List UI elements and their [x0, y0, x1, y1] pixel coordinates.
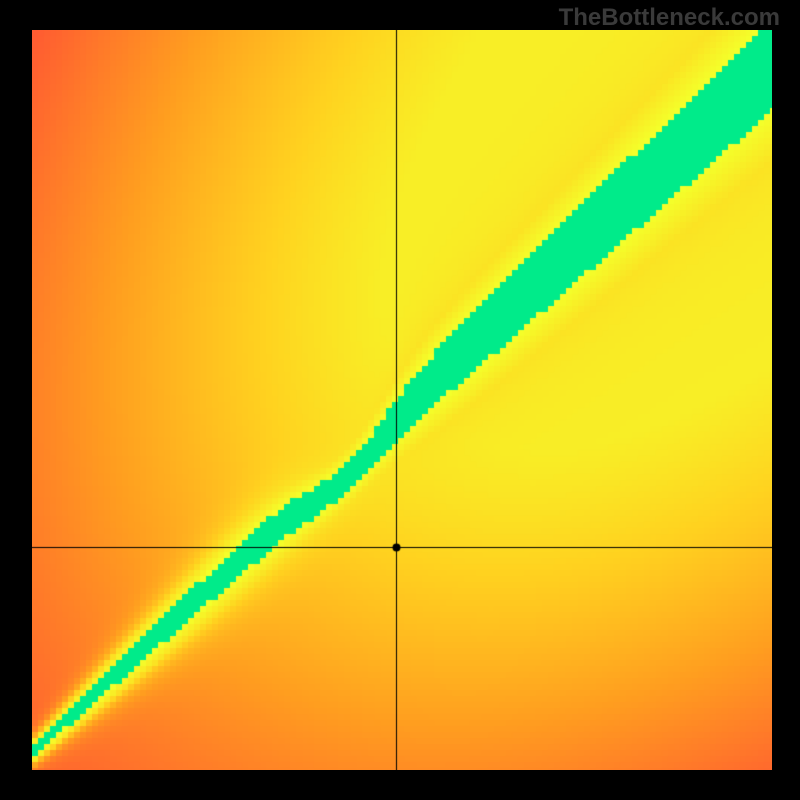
- bottleneck-heatmap: [32, 30, 772, 770]
- watermark-text: TheBottleneck.com: [559, 4, 780, 32]
